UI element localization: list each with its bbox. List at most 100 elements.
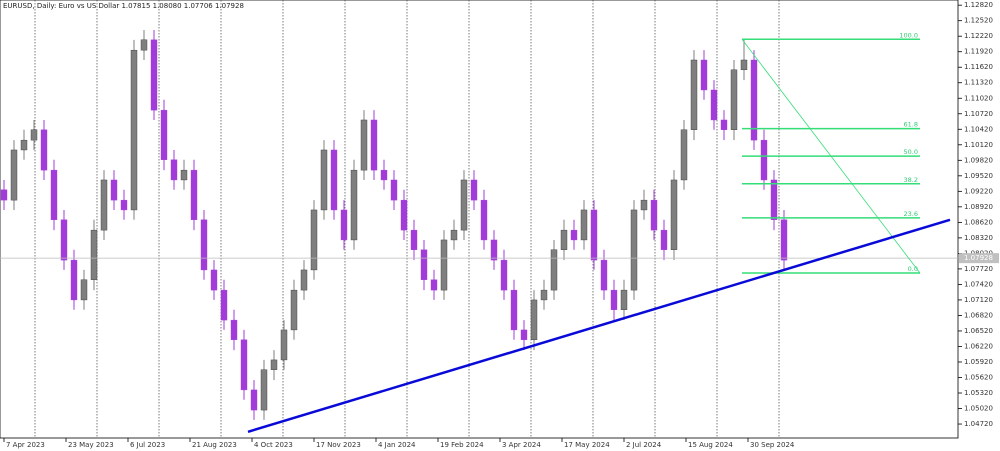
y-tick-label: 1.09820 [964, 156, 993, 164]
candle-body [200, 219, 208, 271]
y-tick-label: 1.04720 [964, 420, 993, 428]
candle-body [450, 229, 458, 241]
y-tick-label: 1.08920 [964, 203, 993, 211]
candle-body [40, 129, 48, 171]
y-tick-label: 1.12220 [964, 32, 993, 40]
candle-body [360, 119, 368, 171]
y-tick-label: 1.11620 [964, 63, 993, 71]
candle-body [660, 229, 668, 250]
y-tick-label: 1.06220 [964, 342, 993, 350]
candle-body [580, 209, 588, 241]
candle-body [720, 119, 728, 130]
candle-body [710, 89, 718, 121]
y-tick-label: 1.08620 [964, 218, 993, 226]
y-tick-label: 1.10120 [964, 141, 993, 149]
candle-body [550, 249, 558, 291]
candle-body [220, 289, 228, 321]
candle-body [90, 229, 98, 280]
candle-body [180, 169, 188, 181]
x-tick-label: 17 Nov 2023 [316, 441, 361, 449]
candle-body [130, 49, 138, 211]
fib-label: 23.6 [904, 210, 918, 218]
candle-body [340, 209, 348, 241]
candle-body [110, 179, 118, 201]
candle-body [350, 169, 358, 241]
y-tick-label: 1.08320 [964, 234, 993, 242]
fib-label: 0.0 [908, 265, 918, 273]
candle-body [750, 59, 758, 141]
candle-body [380, 169, 388, 181]
candle-body [730, 69, 738, 130]
x-tick-label: 7 Apr 2023 [6, 441, 45, 449]
candle-body [160, 109, 168, 160]
candle-body [250, 389, 258, 411]
candle-body [530, 299, 538, 340]
y-tick-label: 1.05920 [964, 358, 993, 366]
candle-body [760, 139, 768, 181]
x-tick-label: 3 Apr 2024 [502, 441, 541, 449]
x-tick-label: 2 Jul 2024 [626, 441, 662, 449]
candle-body [470, 179, 478, 201]
candle-body [590, 209, 598, 261]
current-price-label: 1.07928 [964, 254, 993, 262]
x-tick-label: 15 Aug 2024 [688, 441, 733, 449]
y-tick-label: 1.07120 [964, 296, 993, 304]
candle-body [30, 129, 38, 141]
candle-body [150, 39, 158, 111]
candle-body [630, 209, 638, 291]
y-tick-label: 1.12520 [964, 17, 993, 25]
candle-body [620, 289, 628, 310]
x-tick-label: 4 Jan 2024 [378, 441, 416, 449]
candle-body [440, 239, 448, 291]
candle-body [420, 249, 428, 280]
y-tick-label: 1.05020 [964, 405, 993, 413]
candle-body [270, 359, 278, 370]
candle-body [770, 179, 778, 220]
candle-body [170, 159, 178, 181]
candle-body [780, 219, 788, 261]
candle-body [690, 59, 698, 130]
x-tick-label: 23 May 2023 [68, 441, 114, 449]
candle-body [410, 229, 418, 250]
x-tick-label: 30 Sep 2024 [750, 441, 795, 449]
candle-body [390, 179, 398, 201]
candle-body [640, 199, 648, 211]
candle-body [680, 129, 688, 181]
candle-body [650, 199, 658, 231]
y-tick-label: 1.11320 [964, 79, 993, 87]
x-tick-label: 17 May 2024 [564, 441, 610, 449]
candle-body [280, 329, 288, 361]
y-tick-label: 1.07420 [964, 280, 993, 288]
y-tick-label: 1.06820 [964, 311, 993, 319]
x-tick-label: 4 Oct 2023 [254, 441, 293, 449]
candle-body [400, 199, 408, 231]
candle-body [230, 319, 238, 340]
candle-body [560, 229, 568, 250]
candle-body [310, 209, 318, 271]
y-tick-label: 1.10420 [964, 125, 993, 133]
candle-body [460, 179, 468, 231]
candle-body [140, 39, 148, 51]
candle-body [20, 139, 28, 151]
candle-body [330, 149, 338, 211]
y-tick-label: 1.05620 [964, 373, 993, 381]
x-tick-label: 6 Jul 2023 [130, 441, 165, 449]
candle-body [700, 59, 708, 91]
current-price-box [959, 253, 999, 264]
x-tick-label: 19 Feb 2024 [440, 441, 484, 449]
candle-body [80, 279, 88, 301]
candle-body [320, 149, 328, 211]
fib-label: 100.0 [899, 31, 918, 39]
candle-body [290, 289, 298, 331]
y-tick-label: 1.06520 [964, 327, 993, 335]
candle-body [240, 339, 248, 391]
fib-label: 50.0 [904, 148, 918, 156]
candle-body [510, 289, 518, 331]
y-tick-label: 1.11020 [964, 94, 993, 102]
candle-body [520, 329, 528, 340]
candle-body [70, 259, 78, 301]
x-tick-label: 21 Aug 2023 [192, 441, 237, 449]
candle-body [570, 229, 578, 241]
candle-body [610, 289, 618, 310]
